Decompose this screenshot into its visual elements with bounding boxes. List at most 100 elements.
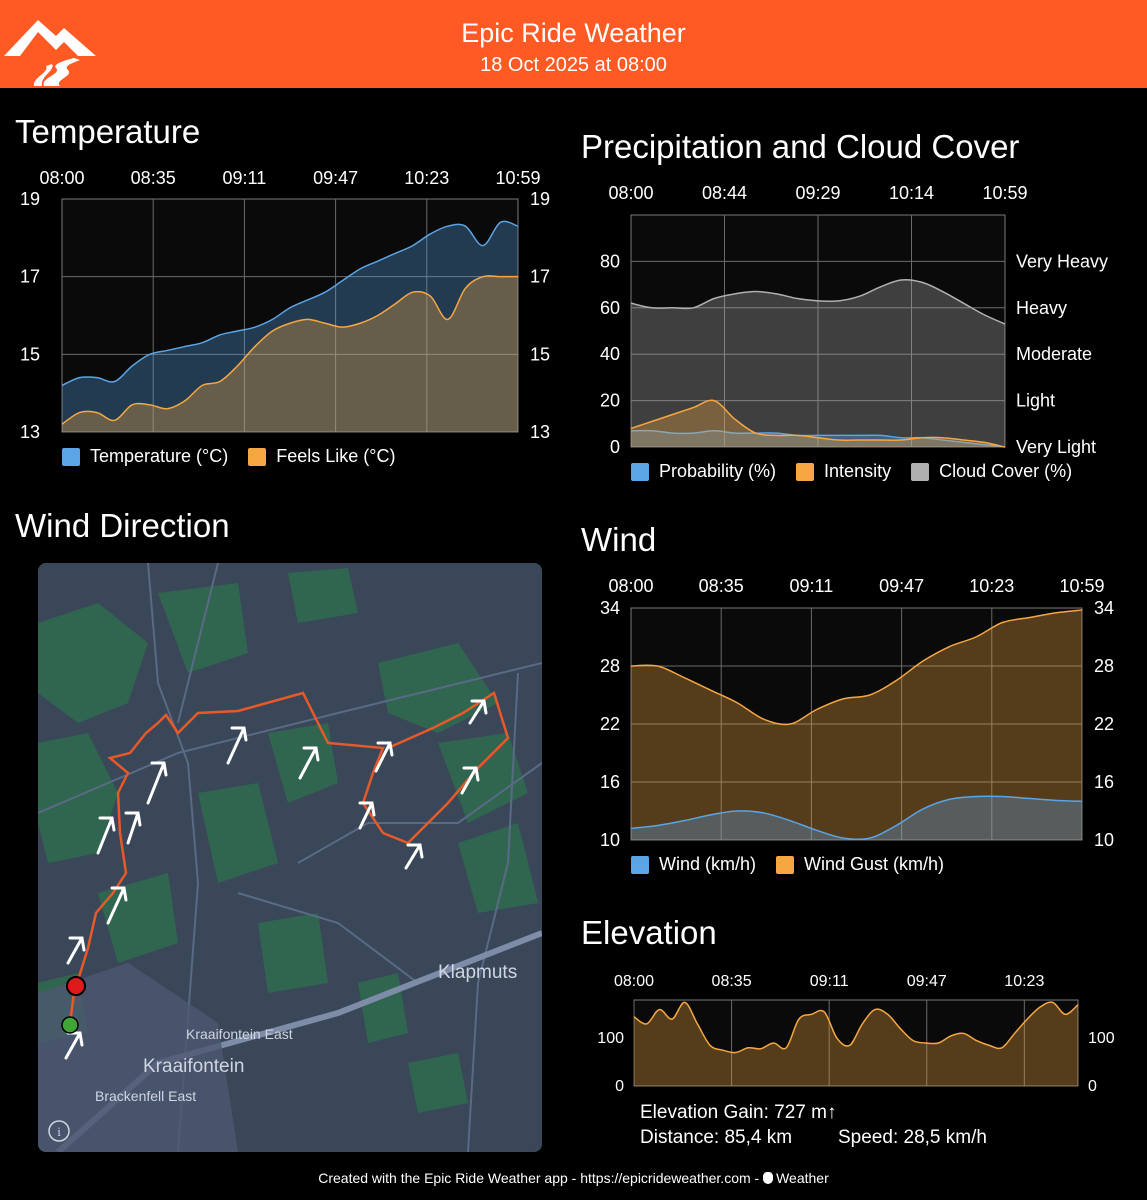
x-tick-label: 08:00	[39, 168, 84, 188]
plot-area	[630, 607, 1083, 841]
plot-area	[633, 999, 1079, 1087]
x-tick-label: 08:35	[712, 973, 752, 990]
x-tick-label: 08:35	[699, 576, 744, 596]
series-area	[634, 1002, 1078, 1086]
x-tick-label: 10:14	[889, 183, 934, 203]
legend-label: Temperature (°C)	[90, 446, 229, 466]
series-area	[631, 609, 1082, 840]
elevation-plot: 08:00 08:35 09:11 09:47 10:23 100 100 0 0	[597, 973, 1115, 1095]
y-tick-label-right: 16	[1094, 772, 1114, 792]
legend-swatch	[796, 462, 815, 481]
legend-wind: Wind (km/h)	[631, 854, 756, 875]
y-tick-label-right: Heavy	[1016, 298, 1067, 318]
app-title: Epic Ride Weather	[461, 18, 686, 48]
y-tick-label: 0	[610, 437, 620, 457]
series-line	[630, 429, 1006, 448]
legend-cloud-cover: Cloud Cover (%)	[911, 461, 1072, 482]
y-tick-label: 13	[20, 422, 40, 442]
y-tick-label-right: Very Light	[1016, 437, 1096, 457]
mountain-road-icon	[4, 20, 96, 86]
wind-direction-title: Wind Direction	[15, 507, 230, 544]
y-tick-label: 80	[600, 251, 620, 271]
x-tick-label: 09:47	[313, 168, 358, 188]
route-map[interactable]: Klapmuts Kraaifontein East Kraaifontein …	[38, 563, 542, 1152]
series-area	[631, 400, 1005, 447]
y-tick-label: 22	[600, 714, 620, 734]
map-canvas: Klapmuts Kraaifontein East Kraaifontein …	[38, 563, 542, 1152]
y-tick-label: 16	[600, 772, 620, 792]
x-tick-label: 08:35	[131, 168, 176, 188]
precipitation-title: Precipitation and Cloud Cover	[581, 128, 1020, 165]
y-tick-label-right: 0	[1088, 1078, 1097, 1095]
precipitation-legend: Probability (%) Intensity Cloud Cover (%…	[631, 461, 1092, 482]
info-icon[interactable]: i	[48, 1120, 70, 1142]
series-line	[61, 275, 518, 425]
series-area	[62, 221, 518, 432]
x-tick-label: 10:23	[1004, 973, 1044, 990]
legend-label: Feels Like (°C)	[276, 446, 396, 466]
x-tick-label: 08:00	[614, 973, 654, 990]
x-tick-label: 08:00	[608, 576, 653, 596]
footer: Created with the Epic Ride Weather app -…	[0, 1170, 1147, 1186]
y-tick-label-right: 100	[1088, 1030, 1115, 1047]
svg-text:i: i	[57, 1124, 61, 1139]
y-tick-label: 40	[600, 344, 620, 364]
x-tick-label: 09:47	[879, 576, 924, 596]
y-tick-label: 0	[615, 1078, 624, 1095]
y-tick-label: 28	[600, 656, 620, 676]
x-tick-label: 10:59	[1059, 576, 1104, 596]
legend-probability: Probability (%)	[631, 461, 776, 482]
x-tick-label: 09:47	[907, 973, 947, 990]
route-line	[68, 691, 510, 1024]
plot-area	[630, 214, 1006, 448]
x-tick-label: 09:29	[795, 183, 840, 203]
ride-date: 18 Oct 2025 at 08:00	[480, 54, 667, 76]
footer-text: Created with the Epic Ride Weather app -…	[318, 1170, 764, 1186]
y-tick-label-right: 19	[530, 189, 550, 209]
distance: Distance: 85,4 km	[640, 1127, 793, 1148]
start-marker[interactable]	[61, 1016, 79, 1034]
y-tick-label: 20	[600, 391, 620, 411]
y-tick-label-right: 15	[530, 344, 550, 364]
x-tick-label: 08:44	[702, 183, 747, 203]
series-line	[630, 399, 1006, 448]
apple-icon	[763, 1172, 774, 1184]
series-area	[631, 279, 1005, 447]
x-tick-label: 10:59	[495, 168, 540, 188]
y-tick-label-right: Very Heavy	[1016, 251, 1108, 271]
legend-temperature: Temperature (°C)	[62, 446, 228, 467]
end-marker[interactable]	[66, 976, 86, 996]
legend-swatch	[248, 447, 267, 466]
label-klapmuts: Klapmuts	[438, 962, 517, 983]
legend-feels-like: Feels Like (°C)	[248, 446, 395, 467]
legend-label: Intensity	[824, 461, 892, 481]
label-brackenfell-east: Brackenfell East	[95, 1088, 196, 1104]
elevation-gain: Elevation Gain: 727 m↑	[640, 1102, 837, 1123]
y-tick-label: 10	[600, 830, 620, 850]
speed: Speed: 28,5 km/h	[838, 1127, 987, 1148]
y-tick-label: 17	[20, 267, 40, 287]
series-area	[62, 275, 518, 432]
series-area	[631, 430, 1005, 447]
y-tick-label: 100	[597, 1030, 624, 1047]
legend-label: Wind (km/h)	[659, 854, 757, 874]
y-tick-label-right: 17	[530, 267, 550, 287]
y-tick-label: 19	[20, 189, 40, 209]
x-tick-label: 10:23	[969, 576, 1014, 596]
x-tick-label: 10:59	[982, 183, 1027, 203]
series-line	[61, 220, 519, 387]
urban-area	[38, 963, 238, 1152]
legend-wind-gust: Wind Gust (km/h)	[776, 854, 944, 875]
temperature-title: Temperature	[15, 113, 201, 150]
series-line	[630, 609, 1083, 726]
x-tick-label: 08:00	[608, 183, 653, 203]
y-tick-label-right: 28	[1094, 656, 1114, 676]
x-tick-label: 09:11	[790, 576, 834, 596]
label-kraaifontein: Kraaifontein	[143, 1056, 244, 1077]
map-vegetation	[38, 568, 538, 1113]
header-bar: Epic Ride Weather 18 Oct 2025 at 08:00	[0, 0, 1147, 88]
label-kraaifontein-east: Kraaifontein East	[186, 1026, 293, 1042]
legend-swatch	[776, 855, 795, 874]
